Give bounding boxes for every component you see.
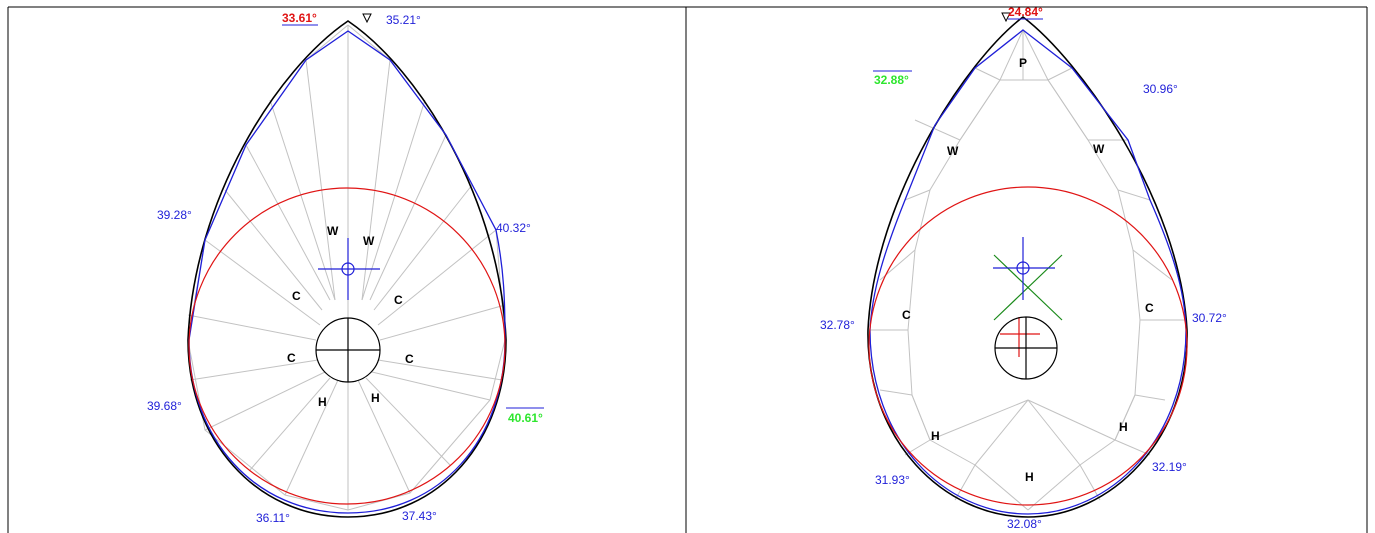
left-angle-bottom-right: 37.43° bbox=[402, 509, 437, 523]
left-angle-upper-right: 40.32° bbox=[496, 221, 531, 235]
right-angle-mid-left: 32.78° bbox=[820, 318, 855, 332]
left-angle-top-right: 35.21° bbox=[386, 13, 421, 27]
right-facet-w-left: W bbox=[947, 144, 959, 158]
right-outline-blue bbox=[869, 29, 1187, 515]
right-top-marker-icon bbox=[1001, 12, 1011, 23]
left-girdle-circle bbox=[188, 187, 506, 505]
right-facet-w-right: W bbox=[1093, 142, 1105, 156]
right-girdle-circle bbox=[868, 186, 1188, 506]
left-outline-black bbox=[187, 20, 507, 518]
right-facet-c-right: C bbox=[1145, 301, 1154, 315]
right-facet-h-left: H bbox=[931, 429, 940, 443]
left-angle-lower-right-green: 40.61° bbox=[508, 411, 543, 425]
right-green-cross bbox=[993, 254, 1063, 321]
right-facet-p-top: P bbox=[1019, 56, 1027, 70]
left-outline-blue bbox=[188, 30, 506, 514]
left-facet-lines bbox=[187, 24, 506, 511]
right-angle-bottom-right: 32.19° bbox=[1152, 460, 1187, 474]
left-facet-h-left: H bbox=[318, 395, 327, 409]
right-angle-upper-left-green: 32.88° bbox=[874, 73, 909, 87]
left-facet-c-lower-left: C bbox=[287, 351, 296, 365]
right-angle-bottom: 32.08° bbox=[1007, 517, 1042, 531]
left-culet-circle bbox=[315, 317, 381, 383]
right-angle-mid-right: 30.72° bbox=[1192, 311, 1227, 325]
left-panel: 33.61° 35.21° 39.28° 40.32° 39.68° 40.61… bbox=[147, 11, 544, 525]
left-facet-w-right: W bbox=[363, 234, 375, 248]
right-panel: 24.84° 32.88° 30.96° 32.78° 30.72° 31.93… bbox=[820, 5, 1227, 531]
left-facet-h-right: H bbox=[371, 391, 380, 405]
left-angle-upper-left: 39.28° bbox=[157, 208, 192, 222]
left-top-marker-icon bbox=[362, 13, 372, 24]
right-angle-top-red: 24.84° bbox=[1008, 5, 1043, 19]
left-angle-top-red: 33.61° bbox=[282, 11, 317, 25]
right-facet-h-right: H bbox=[1119, 420, 1128, 434]
left-facet-c-upper-right: C bbox=[394, 293, 403, 307]
right-facet-h-bottom: H bbox=[1025, 470, 1034, 484]
right-facet-lines bbox=[870, 29, 1185, 511]
left-angle-bottom-left: 36.11° bbox=[256, 511, 290, 525]
left-facet-c-lower-right: C bbox=[405, 352, 414, 366]
left-blue-crosshair bbox=[318, 238, 380, 300]
right-outline-black bbox=[867, 15, 1188, 518]
panel-frames bbox=[7, 6, 1368, 533]
left-facet-c-upper-left: C bbox=[292, 289, 301, 303]
right-blue-crosshair bbox=[993, 237, 1055, 300]
left-facet-w-left: W bbox=[327, 224, 339, 238]
right-culet-circle bbox=[994, 316, 1058, 380]
right-angle-bottom-left: 31.93° bbox=[875, 473, 910, 487]
left-angle-lower-left: 39.68° bbox=[147, 399, 182, 413]
right-angle-upper-right: 30.96° bbox=[1143, 82, 1178, 96]
right-red-cross bbox=[1000, 317, 1040, 357]
right-facet-c-left: C bbox=[902, 308, 911, 322]
